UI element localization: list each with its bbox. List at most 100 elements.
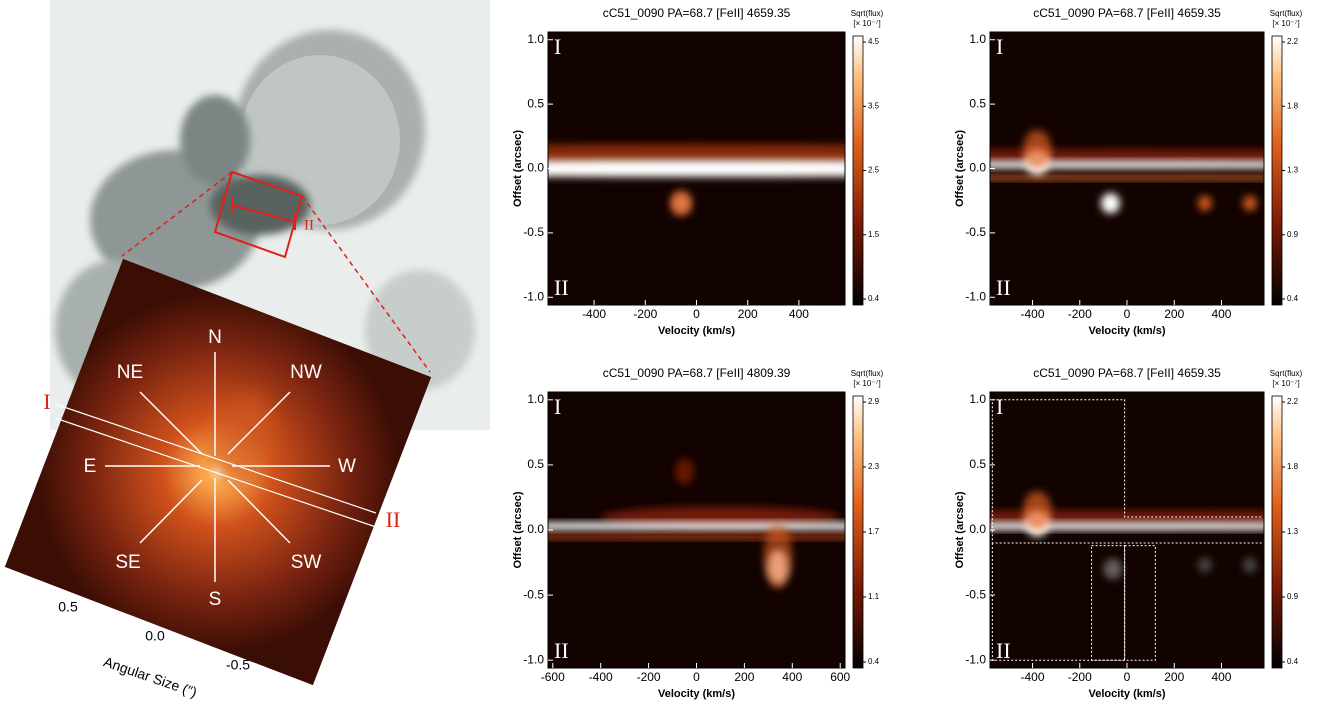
y-tick-label: -0.5 bbox=[965, 225, 986, 239]
colorbar-tick-label: 1.8 bbox=[1287, 462, 1299, 471]
colorbar-tick-label: 4.5 bbox=[868, 37, 880, 46]
x-tick-label: -400 bbox=[589, 670, 613, 684]
y-tick-label: -0.5 bbox=[523, 225, 544, 239]
y-tick-label: 0.5 bbox=[969, 457, 986, 471]
emission bbox=[600, 506, 841, 528]
compass-label: W bbox=[338, 456, 356, 477]
colorbar-tick-label: 2.5 bbox=[868, 166, 880, 175]
x-axis-label: Velocity (km/s) bbox=[658, 688, 735, 700]
y-tick-label: -1.0 bbox=[965, 289, 986, 303]
y-tick-label: 0.5 bbox=[527, 96, 544, 110]
region-label: II bbox=[996, 275, 1011, 300]
region-label: I bbox=[996, 394, 1003, 419]
emission bbox=[1197, 195, 1213, 211]
region-label: II bbox=[554, 638, 569, 663]
x-tick-label: 200 bbox=[1164, 670, 1184, 684]
colorbar-unit: [× 10⁻⁷] bbox=[853, 19, 880, 28]
emission bbox=[548, 160, 845, 177]
panel-title: cC51_0090 PA=68.7 [FeII] 4809.39 bbox=[603, 366, 791, 380]
colorbar-tick-label: 0.4 bbox=[1287, 294, 1299, 303]
panel-title: cC51_0090 PA=68.7 [FeII] 4659.35 bbox=[603, 6, 791, 20]
colorbar-label: Sqrt(flux) bbox=[1270, 369, 1303, 378]
x-tick-label: -400 bbox=[582, 307, 606, 321]
colorbar-tick-label: 1.5 bbox=[868, 230, 880, 239]
emission bbox=[990, 522, 1264, 530]
y-tick-label: 0.0 bbox=[527, 522, 544, 536]
y-tick-label: 0.0 bbox=[527, 161, 544, 175]
y-axis-label: Offset (arcsec) bbox=[512, 491, 524, 568]
compass-label: SW bbox=[291, 552, 322, 573]
emission bbox=[674, 458, 695, 485]
compass-label: N bbox=[208, 327, 222, 348]
x-tick-label: 200 bbox=[734, 670, 754, 684]
x-tick-label: 400 bbox=[1211, 670, 1231, 684]
panel-title: cC51_0090 PA=68.7 [FeII] 4659.35 bbox=[1033, 366, 1221, 380]
x-tick-label: -200 bbox=[1068, 670, 1092, 684]
tick-label: -0.5 bbox=[226, 657, 250, 673]
y-tick-label: -1.0 bbox=[523, 652, 544, 666]
y-tick-label: 1.0 bbox=[527, 392, 544, 406]
y-tick-label: 1.0 bbox=[527, 32, 544, 46]
colorbar bbox=[852, 395, 864, 669]
colorbar bbox=[1271, 35, 1283, 306]
emission bbox=[1023, 129, 1052, 169]
slit-label: II bbox=[386, 507, 401, 532]
colorbar-label: Sqrt(flux) bbox=[851, 369, 884, 378]
colorbar-unit: [× 10⁻⁷] bbox=[853, 379, 880, 388]
colorbar-label: Sqrt(flux) bbox=[1270, 9, 1303, 18]
x-tick-label: -200 bbox=[637, 670, 661, 684]
region-label: II bbox=[554, 275, 569, 300]
colorbar-tick-label: 3.5 bbox=[868, 101, 880, 110]
slit-label: I bbox=[43, 389, 50, 414]
region-label: II bbox=[996, 638, 1011, 663]
colorbar-tick-label: 1.1 bbox=[868, 592, 880, 601]
x-tick-label: 400 bbox=[1211, 307, 1231, 321]
y-tick-label: 0.5 bbox=[969, 96, 986, 110]
y-axis-label: Offset (arcsec) bbox=[954, 491, 966, 568]
y-tick-label: 0.0 bbox=[969, 522, 986, 536]
colorbar-tick-label: 1.8 bbox=[1287, 101, 1299, 110]
x-tick-label: 400 bbox=[782, 670, 802, 684]
region-label: I bbox=[554, 34, 561, 59]
compass-label: S bbox=[209, 589, 222, 610]
x-tick-label: -200 bbox=[1068, 307, 1092, 321]
colorbar-tick-label: 1.3 bbox=[1287, 527, 1299, 536]
tick-label: 0.5 bbox=[58, 599, 78, 615]
colorbar bbox=[852, 35, 864, 306]
x-tick-label: -400 bbox=[1021, 670, 1045, 684]
colorbar bbox=[1271, 395, 1283, 669]
colorbar-tick-label: 1.7 bbox=[868, 527, 880, 536]
colorbar-tick-label: 0.4 bbox=[1287, 657, 1299, 666]
x-tick-label: -600 bbox=[541, 670, 565, 684]
x-tick-label: 200 bbox=[738, 307, 758, 321]
colorbar-tick-label: 0.9 bbox=[1287, 230, 1299, 239]
x-tick-label: 600 bbox=[830, 670, 850, 684]
tick-label: 0.0 bbox=[145, 628, 165, 644]
slit-label: I bbox=[221, 194, 226, 209]
y-axis-label: Offset (arcsec) bbox=[954, 130, 966, 207]
spectral-image bbox=[990, 392, 1264, 668]
compass-label: E bbox=[84, 456, 97, 477]
emission bbox=[1023, 490, 1052, 530]
region-box bbox=[992, 399, 1262, 518]
spectral-image bbox=[548, 32, 845, 305]
y-tick-label: -1.0 bbox=[523, 289, 544, 303]
x-tick-label: 0 bbox=[1124, 670, 1131, 684]
emission bbox=[1101, 192, 1120, 214]
y-tick-label: 1.0 bbox=[969, 392, 986, 406]
compass-label: NE bbox=[117, 362, 143, 383]
y-tick-label: -0.5 bbox=[523, 587, 544, 601]
colorbar-tick-label: 1.3 bbox=[1287, 166, 1299, 175]
colorbar-tick-label: 0.4 bbox=[868, 657, 880, 666]
compass-label: NW bbox=[290, 362, 322, 383]
emission bbox=[1197, 557, 1213, 573]
x-axis-label: Velocity (km/s) bbox=[1088, 325, 1165, 337]
y-tick-label: -1.0 bbox=[965, 652, 986, 666]
y-axis-label: Offset (arcsec) bbox=[512, 130, 524, 207]
emission bbox=[1242, 195, 1257, 211]
y-tick-label: 1.0 bbox=[969, 32, 986, 46]
emission bbox=[990, 510, 1264, 524]
zoom-image bbox=[4, 258, 432, 686]
x-axis-label: Velocity (km/s) bbox=[658, 325, 735, 337]
